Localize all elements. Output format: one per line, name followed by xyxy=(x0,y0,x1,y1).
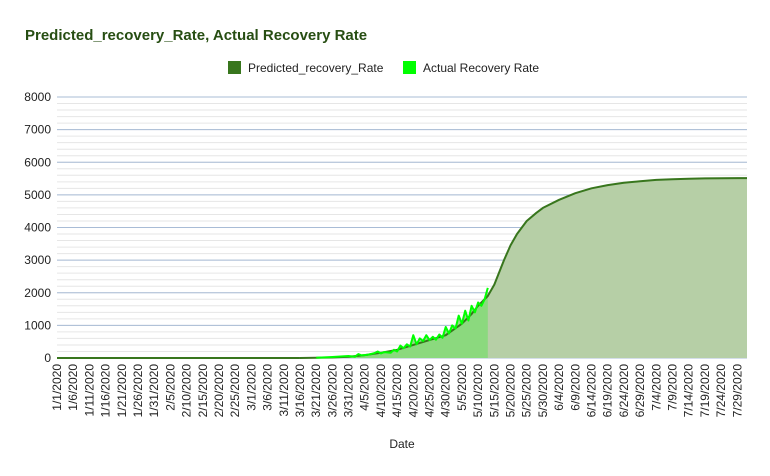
y-tick-label: 1000 xyxy=(24,318,51,332)
x-tick-label: 6/9/2020 xyxy=(568,364,582,411)
x-tick-label: 5/10/2020 xyxy=(471,364,485,418)
x-tick-label: 3/16/2020 xyxy=(293,364,307,418)
x-tick-label: 7/9/2020 xyxy=(666,364,680,411)
x-tick-label: 4/15/2020 xyxy=(390,364,404,418)
x-axis: 1/1/2020 1/6/2020 1/11/2020 1/16/2020 1/21/2… xyxy=(50,364,744,418)
x-tick-label: 4/5/2020 xyxy=(358,364,372,411)
x-tick-label: 7/29/2020 xyxy=(730,364,744,418)
y-axis: 0 1000 2000 3000 4000 5000 6000 7000 8000 xyxy=(24,90,51,365)
y-tick-label: 6000 xyxy=(24,155,51,169)
y-tick-label: 0 xyxy=(44,351,51,365)
x-tick-label: 5/15/2020 xyxy=(487,364,501,418)
x-tick-label: 3/11/2020 xyxy=(277,364,291,417)
x-tick-label: 7/14/2020 xyxy=(682,364,696,418)
x-tick-label: 1/6/2020 xyxy=(66,364,80,411)
x-tick-label: 1/26/2020 xyxy=(131,364,145,418)
x-tick-label: 3/6/2020 xyxy=(261,364,275,411)
plot-area xyxy=(57,177,747,359)
x-tick-label: 7/24/2020 xyxy=(714,364,728,418)
x-tick-label: 1/31/2020 xyxy=(147,364,161,418)
series-area-predicted xyxy=(300,178,747,358)
y-tick-label: 7000 xyxy=(24,123,51,137)
legend: Predicted_recovery_Rate Actual Recovery … xyxy=(228,61,539,75)
y-tick-label: 5000 xyxy=(24,188,51,202)
x-tick-label: 7/19/2020 xyxy=(698,364,712,418)
x-tick-label: 4/10/2020 xyxy=(374,364,388,418)
x-tick-label: 6/19/2020 xyxy=(601,364,615,418)
x-tick-label: 2/10/2020 xyxy=(180,364,194,418)
x-tick-label: 2/15/2020 xyxy=(196,364,210,418)
chart-title: Predicted_recovery_Rate, Actual Recovery… xyxy=(25,27,367,44)
x-tick-label: 1/21/2020 xyxy=(115,364,129,418)
x-tick-label: 3/26/2020 xyxy=(325,364,339,418)
series-line-actual xyxy=(316,287,489,359)
x-tick-label: 2/5/2020 xyxy=(163,364,177,411)
x-tick-label: 4/20/2020 xyxy=(406,364,420,418)
x-tick-label: 1/11/2020 xyxy=(82,364,96,417)
x-tick-label: 1/1/2020 xyxy=(50,364,64,411)
y-tick-label: 3000 xyxy=(24,253,51,267)
x-tick-label: 6/24/2020 xyxy=(617,364,631,418)
x-tick-label: 1/16/2020 xyxy=(99,364,113,418)
x-tick-label: 2/20/2020 xyxy=(212,364,226,418)
x-tick-label: 3/1/2020 xyxy=(244,364,258,411)
x-tick-label: 6/29/2020 xyxy=(633,364,647,418)
x-tick-label: 4/30/2020 xyxy=(439,364,453,418)
x-tick-label: 5/5/2020 xyxy=(455,364,469,411)
y-tick-label: 8000 xyxy=(24,90,51,104)
x-tick-label: 6/4/2020 xyxy=(552,364,566,411)
x-tick-label: 3/21/2020 xyxy=(309,364,323,418)
series-line-predicted xyxy=(299,177,747,359)
y-tick-label: 2000 xyxy=(24,286,51,300)
legend-swatch-predicted xyxy=(228,61,241,74)
x-tick-label: 5/25/2020 xyxy=(520,364,534,418)
x-tick-label: 4/25/2020 xyxy=(423,364,437,418)
x-tick-label: 6/14/2020 xyxy=(585,364,599,418)
legend-label-actual: Actual Recovery Rate xyxy=(423,61,539,75)
x-tick-label: 3/31/2020 xyxy=(342,364,356,418)
x-tick-label: 5/30/2020 xyxy=(536,364,550,418)
x-tick-label: 2/25/2020 xyxy=(228,364,242,418)
legend-swatch-actual xyxy=(403,61,416,74)
x-tick-label: 7/4/2020 xyxy=(649,364,663,411)
legend-label-predicted: Predicted_recovery_Rate xyxy=(248,61,384,75)
x-axis-title: Date xyxy=(389,437,415,451)
y-tick-label: 4000 xyxy=(24,221,51,235)
series-area-actual xyxy=(316,287,488,358)
x-tick-label: 5/20/2020 xyxy=(504,364,518,418)
